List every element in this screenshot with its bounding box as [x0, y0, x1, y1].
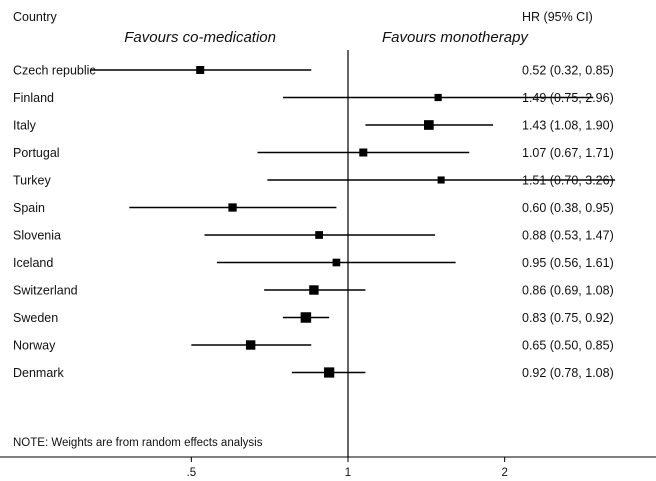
favours-left-label: Favours co-medication [124, 29, 276, 46]
weights-note: NOTE: Weights are from random effects an… [13, 437, 263, 449]
x-tick-label: 2 [501, 467, 507, 479]
country-label: Finland [13, 91, 54, 105]
study-row: Italy 1.43 (1.08, 1.90) [13, 119, 614, 133]
study-row: Finland 1.49 (0.75, 2.96) [13, 91, 614, 105]
country-label: Slovenia [13, 229, 61, 243]
country-label: Denmark [13, 366, 64, 380]
hazard-ratio-label: 1.49 (0.75, 2.96) [522, 91, 614, 105]
study-row: Slovenia 0.88 (0.53, 1.47) [13, 229, 614, 243]
study-row: Turkey 1.51 (0.70, 3.26) [13, 174, 616, 188]
hazard-ratio-label: 1.51 (0.70, 3.26) [522, 174, 614, 188]
country-label: Portugal [13, 146, 60, 160]
favours-right-label: Favours monotherapy [382, 29, 529, 46]
study-rows: Czech republic 0.52 (0.32, 0.85) Finland 1.… [13, 64, 616, 380]
hazard-ratio-marker [315, 231, 323, 239]
x-tick-label: .5 [187, 467, 197, 479]
hazard-ratio-marker [309, 285, 319, 295]
hazard-ratio-label: 0.65 (0.50, 0.85) [522, 339, 614, 353]
country-label: Norway [13, 339, 56, 353]
hazard-ratio-label: 0.60 (0.38, 0.95) [522, 201, 614, 215]
country-label: Switzerland [13, 284, 78, 298]
country-label: Czech republic [13, 64, 96, 78]
study-row: Denmark 0.92 (0.78, 1.08) [13, 366, 614, 380]
country-label: Turkey [13, 174, 51, 188]
hazard-ratio-label: 0.92 (0.78, 1.08) [522, 366, 614, 380]
country-column-header: Country [13, 10, 58, 24]
hazard-ratio-label: 0.88 (0.53, 1.47) [522, 229, 614, 243]
study-row: Norway 0.65 (0.50, 0.85) [13, 339, 614, 353]
x-axis-ticks: .5125 [187, 457, 508, 479]
study-row: Sweden 0.83 (0.75, 0.92) [13, 311, 614, 325]
hazard-ratio-label: 0.83 (0.75, 0.92) [522, 311, 614, 325]
hazard-ratio-label: 1.43 (1.08, 1.90) [522, 119, 614, 133]
estimate-column-header: HR (95% CI) [522, 10, 593, 24]
study-row: Iceland 0.95 (0.56, 1.61) [13, 256, 614, 270]
hazard-ratio-label: 0.86 (0.69, 1.08) [522, 284, 614, 298]
hazard-ratio-marker [434, 93, 442, 102]
hazard-ratio-marker [359, 148, 368, 157]
country-label: Sweden [13, 311, 58, 325]
country-label: Spain [13, 201, 45, 215]
country-label: Italy [13, 119, 37, 133]
hazard-ratio-marker [332, 258, 341, 267]
study-row: Portugal 1.07 (0.67, 1.71) [13, 146, 614, 160]
hazard-ratio-marker [437, 176, 445, 184]
x-tick-label: 1 [345, 467, 351, 479]
hazard-ratio-marker [423, 120, 434, 130]
hazard-ratio-marker [324, 367, 335, 378]
hazard-ratio-marker [196, 65, 205, 75]
study-row: Switzerland 0.86 (0.69, 1.08) [13, 284, 614, 298]
hazard-ratio-label: 1.07 (0.67, 1.71) [522, 146, 614, 160]
country-label: Iceland [13, 256, 53, 270]
hazard-ratio-marker [228, 203, 237, 212]
hazard-ratio-marker [245, 340, 256, 350]
hazard-ratio-label: 0.52 (0.32, 0.85) [522, 64, 614, 78]
hazard-ratio-label: 0.95 (0.56, 1.61) [522, 256, 614, 270]
study-row: Czech republic 0.52 (0.32, 0.85) [13, 64, 614, 78]
study-row: Spain 0.60 (0.38, 0.95) [13, 201, 614, 215]
hazard-ratio-marker [300, 312, 312, 323]
